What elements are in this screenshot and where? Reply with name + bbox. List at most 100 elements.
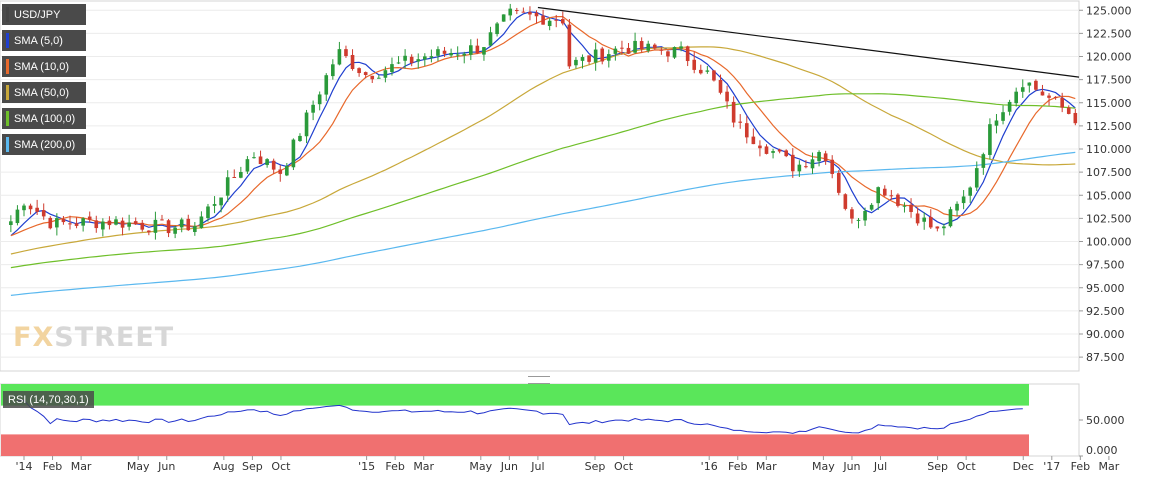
price-panel	[0, 0, 1080, 372]
legend-label: SMA (100,0)	[14, 112, 76, 125]
legend-item-usdjpy[interactable]: USD/JPY	[2, 4, 86, 25]
x-tick-label: Jun	[500, 460, 518, 473]
candle-body	[488, 32, 493, 46]
x-tick-label: Sep	[585, 460, 606, 473]
candle-body	[666, 51, 670, 57]
y-tick-label: 87.500	[1086, 351, 1125, 364]
candle-body	[560, 19, 565, 24]
candle-body	[291, 139, 296, 168]
x-tick-label: '15	[358, 460, 375, 473]
x-tick-label: Sep	[927, 460, 948, 473]
x-tick-label: '14	[15, 460, 32, 473]
candle-body	[606, 54, 611, 61]
candle-body	[383, 70, 388, 78]
y-tick-label: 97.500	[1086, 259, 1125, 272]
candle-body	[758, 145, 762, 149]
x-tick-label: Oct	[957, 460, 977, 473]
candle-body	[147, 230, 151, 233]
candle-body	[902, 205, 907, 207]
y-tick-label: 110.000	[1086, 143, 1132, 156]
candle-body	[705, 70, 710, 72]
x-tick-label: Oct	[271, 460, 291, 473]
y-tick-label: 115.000	[1086, 97, 1132, 110]
candle-body	[587, 55, 591, 62]
candle-body	[843, 194, 848, 209]
candle-body	[311, 104, 315, 113]
candle-body	[403, 55, 407, 61]
candle-body	[331, 64, 335, 77]
x-tick-label: Jul	[873, 460, 887, 473]
candle-body	[508, 8, 513, 16]
legend-item-sma50[interactable]: SMA (50,0)	[2, 82, 86, 103]
candle-body	[455, 54, 460, 56]
candle-body	[659, 49, 664, 51]
candle-body	[823, 153, 828, 162]
candle-body	[396, 62, 401, 64]
candle-body	[94, 220, 99, 229]
candle-body	[830, 159, 835, 174]
candle-body	[120, 220, 125, 228]
candle-body	[633, 40, 637, 53]
candle-body	[337, 49, 342, 65]
candle-body	[593, 49, 598, 63]
candle-body	[475, 45, 480, 54]
y-tick-label: 122.500	[1086, 27, 1132, 40]
candle-body	[856, 219, 861, 221]
candle-body	[685, 46, 690, 62]
candle-body	[955, 203, 959, 211]
panel-resize-handle[interactable]	[528, 376, 550, 384]
candle-body	[1014, 91, 1018, 104]
candle-body	[692, 59, 697, 70]
candle-body	[160, 219, 164, 221]
y-tick-label: 105.000	[1086, 189, 1132, 202]
candle-body	[357, 68, 361, 74]
candle-body	[896, 194, 900, 206]
candle-body	[482, 47, 486, 55]
candle-body	[580, 57, 585, 61]
candle-body	[882, 188, 887, 196]
x-tick-label: Jun	[157, 460, 175, 473]
candle-body	[344, 49, 348, 57]
legend-swatch	[6, 7, 9, 22]
legend-label: SMA (200,0)	[14, 138, 76, 151]
candle-body	[836, 172, 841, 193]
candle-body	[298, 135, 302, 142]
candle-body	[1040, 91, 1045, 96]
candle-body	[744, 123, 749, 138]
candle-body	[271, 160, 276, 170]
x-tick-label: Oct	[614, 460, 634, 473]
candle-body	[390, 64, 394, 72]
x-tick-label: Mar	[71, 460, 92, 473]
legend-label: SMA (50,0)	[14, 86, 70, 99]
logo-prefix: FX	[13, 322, 55, 353]
candle-body	[225, 177, 230, 196]
rsi-label[interactable]: RSI (14,70,30,1)	[3, 391, 94, 408]
rsi-y-tick-label: 0.000	[1086, 444, 1118, 457]
candle-body	[501, 14, 506, 22]
candle-body	[377, 77, 381, 79]
candle-body	[541, 15, 545, 25]
legend-item-sma5[interactable]: SMA (5,0)	[2, 30, 86, 51]
candle-body	[350, 54, 355, 69]
candle-body	[777, 149, 782, 152]
legend-item-sma10[interactable]: SMA (10,0)	[2, 56, 86, 77]
legend-swatch	[6, 111, 9, 126]
candle-body	[574, 59, 578, 66]
candle-body	[646, 43, 651, 51]
y-tick-label: 107.500	[1086, 166, 1132, 179]
candle-body	[988, 124, 992, 155]
candle-body	[1060, 97, 1064, 108]
candle-body	[245, 159, 250, 172]
candle-body	[442, 50, 447, 54]
x-tick-label: May	[469, 460, 492, 473]
legend-item-sma200[interactable]: SMA (200,0)	[2, 134, 86, 155]
legend-item-sma100[interactable]: SMA (100,0)	[2, 108, 86, 129]
candle-body	[528, 12, 532, 15]
y-tick-label: 125.000	[1086, 4, 1132, 17]
candle-body	[219, 197, 223, 206]
candle-body	[101, 221, 105, 230]
x-tick-label: Feb	[43, 460, 62, 473]
resistance-trendline	[537, 6, 1080, 78]
candle-body	[652, 44, 657, 49]
